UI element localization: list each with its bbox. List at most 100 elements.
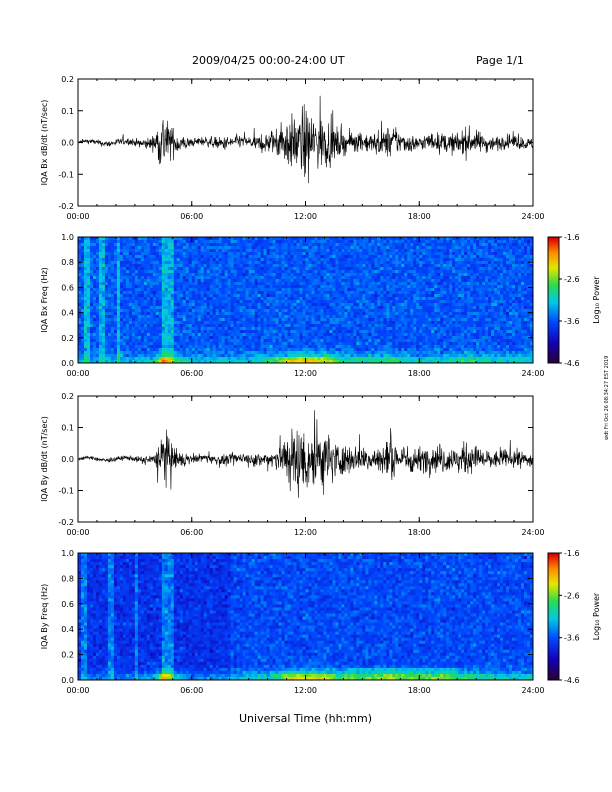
- spectro-cell: [155, 345, 160, 349]
- spectro-cell: [110, 249, 115, 253]
- spectro-cell: [212, 336, 217, 340]
- spectro-cell: [239, 294, 244, 298]
- spectro-cell: [392, 330, 396, 334]
- spectro-cell: [314, 351, 318, 355]
- spectro-cell: [230, 303, 235, 307]
- spectro-cell: [329, 318, 333, 322]
- spectro-cell: [209, 297, 214, 301]
- spectro-cell: [173, 303, 178, 307]
- spectro-cell: [290, 300, 294, 304]
- spectro-cell: [383, 309, 387, 313]
- spectro-cell: [383, 300, 387, 304]
- spectro-cell: [116, 291, 121, 295]
- spectro-cell: [230, 297, 235, 301]
- spectro-cell: [293, 291, 297, 295]
- spectro-cell: [260, 258, 264, 262]
- spectro-cell: [80, 357, 85, 361]
- spectro-cell: [389, 288, 393, 292]
- spectro-cell: [131, 345, 136, 349]
- spectro-cell: [299, 300, 303, 304]
- spectro-cell: [392, 243, 396, 247]
- spectro-cell: [215, 333, 220, 337]
- spectro-cell: [302, 357, 306, 361]
- spectro-cell: [95, 291, 100, 295]
- spectro-cell: [422, 336, 426, 340]
- spectro-cell: [146, 342, 151, 346]
- spectro-cell: [236, 318, 241, 322]
- spectro-cell: [383, 270, 387, 274]
- spectro-cell: [299, 258, 303, 262]
- spectro-cell: [236, 243, 241, 247]
- spectro-cell: [170, 240, 175, 244]
- spectro-cell: [329, 294, 333, 298]
- spectro-cell: [386, 249, 390, 253]
- spectro-cell: [401, 324, 405, 328]
- spectro-cell: [116, 351, 121, 355]
- spectro-cell: [251, 327, 256, 331]
- spectro-cell: [392, 237, 396, 241]
- spectro-cell: [365, 339, 369, 343]
- spectro-cell: [92, 321, 97, 325]
- spectro-cell: [239, 351, 244, 355]
- spectro-cell: [227, 330, 232, 334]
- spectro-cell: [104, 282, 109, 286]
- spectro-cell: [353, 252, 357, 256]
- spectro-cell: [134, 303, 139, 307]
- spectro-cell: [416, 279, 420, 283]
- spectro-cell: [170, 321, 175, 325]
- spectro-cell: [248, 264, 253, 268]
- spectro-cell: [248, 246, 253, 250]
- spectro-cell: [179, 255, 184, 259]
- spectro-cell: [341, 288, 345, 292]
- spectro-cell: [284, 345, 288, 349]
- spectro-cell: [125, 249, 130, 253]
- spectro-cell: [227, 243, 232, 247]
- spectro-cell: [203, 249, 208, 253]
- spectrogram-2: [78, 237, 534, 364]
- spectro-cell: [254, 339, 258, 343]
- spectro-cell: [212, 243, 217, 247]
- spectro-cell: [296, 306, 300, 310]
- spectro-cell: [269, 294, 273, 298]
- spectro-cell: [197, 309, 202, 313]
- spectro-cell: [236, 309, 241, 313]
- spectro-cell: [233, 324, 238, 328]
- spectro-cell: [347, 318, 351, 322]
- spectro-cell: [302, 360, 306, 364]
- spectro-cell: [179, 300, 184, 304]
- spectro-cell: [356, 330, 360, 334]
- spectro-cell: [272, 327, 276, 331]
- spectro-cell: [161, 261, 166, 265]
- spectro-cell: [137, 285, 142, 289]
- spectro-cell: [191, 252, 196, 256]
- spectro-cell: [296, 321, 300, 325]
- spectro-cell: [188, 270, 193, 274]
- spectro-cell: [215, 336, 220, 340]
- spectro-cell: [110, 339, 115, 343]
- spectro-cell: [98, 333, 103, 337]
- spectro-cell: [80, 348, 85, 352]
- spectro-cell: [104, 312, 109, 316]
- spectro-cell: [248, 297, 253, 301]
- spectro-cell: [314, 345, 318, 349]
- spectro-cell: [410, 285, 414, 289]
- spectro-cell: [401, 351, 405, 355]
- spectro-cell: [242, 312, 247, 316]
- spectro-cell: [104, 327, 109, 331]
- spectro-cell: [185, 333, 190, 337]
- spectro-cell: [125, 246, 130, 250]
- spectro-cell: [200, 294, 205, 298]
- spectro-cell: [284, 285, 288, 289]
- spectro-cell: [200, 267, 205, 271]
- spectro-cell: [200, 309, 205, 313]
- spectro-cell: [137, 309, 142, 313]
- spectro-cell: [179, 297, 184, 301]
- spectro-cell: [116, 261, 121, 265]
- spectro-cell: [116, 285, 121, 289]
- spectro-cell: [206, 336, 211, 340]
- spectro-cell: [332, 360, 336, 364]
- spectro-cell: [203, 348, 208, 352]
- spectro-cell: [284, 249, 288, 253]
- spectro-cell: [302, 321, 306, 325]
- spectro-cell: [245, 339, 250, 343]
